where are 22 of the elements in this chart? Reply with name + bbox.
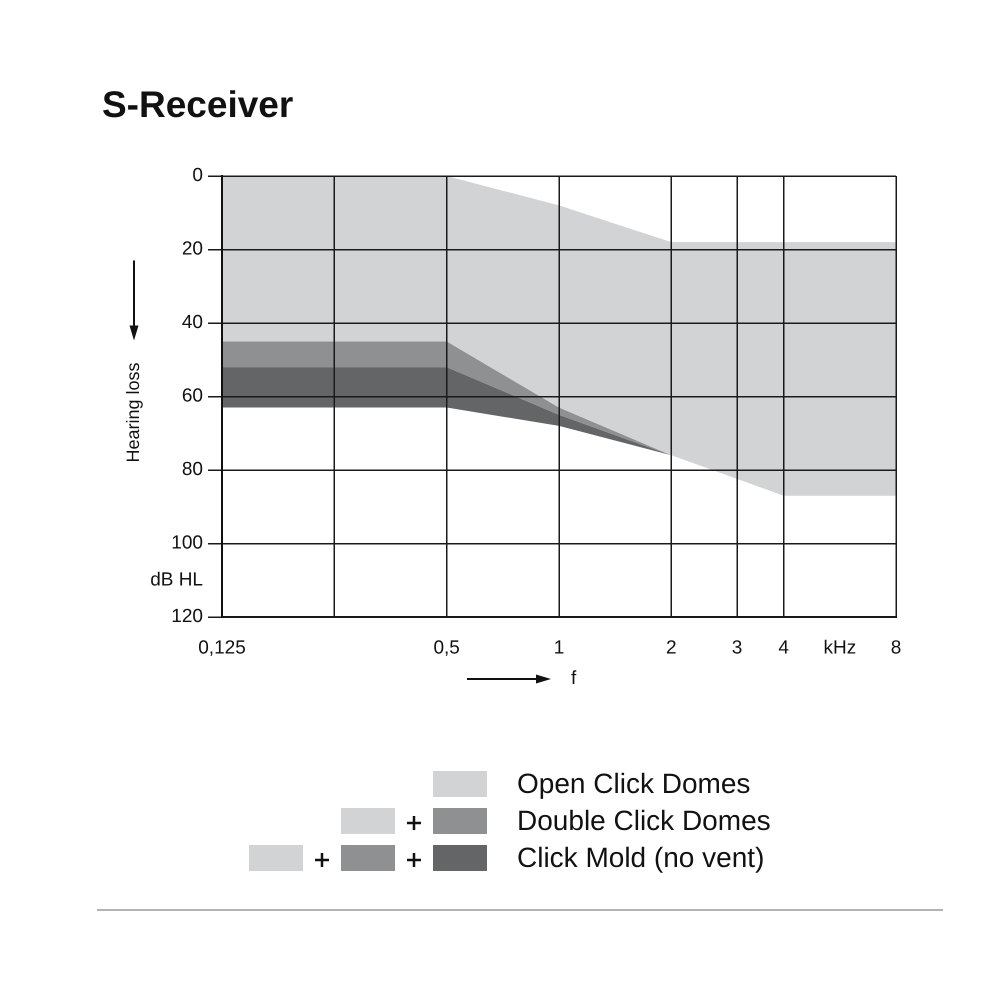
text: dB HL [150,569,203,590]
y-tick-label: 80 [182,459,203,480]
text: kHz [823,638,856,659]
y-tick-label: 60 [182,386,203,407]
x-tick-label: 0,5 [433,638,460,659]
y-tick-label: 20 [182,238,203,260]
x-tick-label: 0,125 [198,638,246,659]
chart-title: S-Receiver [102,84,294,125]
x-tick-label: 8 [890,638,902,659]
y-axis-title: Hearing loss [122,362,143,463]
x-tick-label: 1 [554,638,564,659]
x-tick-label: 4 [778,638,790,659]
y-tick-label: 40 [182,312,203,334]
legend-label: Click Mold (no vent) [517,842,764,874]
x-tick-label: 3 [732,638,742,659]
x-axis-title: f [571,668,577,690]
legend-label: Open Click Domes [517,768,750,800]
legend-label: Double Click Domes [517,805,771,837]
y-tick-label: 100 [171,532,203,554]
y-tick-label: 0 [192,165,203,186]
y-tick-label: 120 [171,606,203,628]
x-tick-label: 2 [666,638,677,659]
